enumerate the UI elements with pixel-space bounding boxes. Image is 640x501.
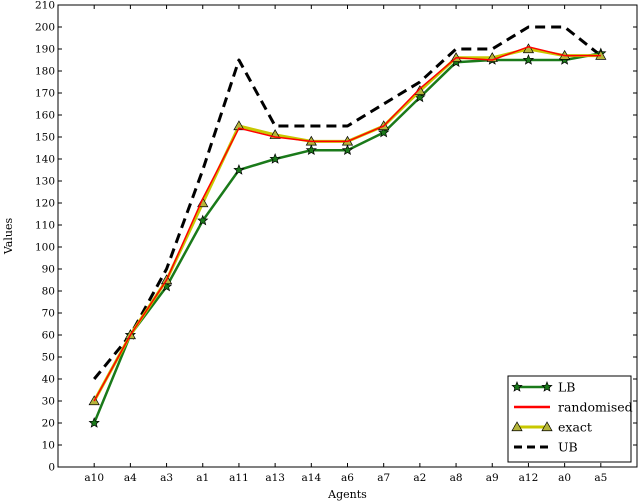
x-tick-label: a13 [265, 472, 285, 484]
data-point [522, 54, 535, 65]
x-tick-label: a8 [450, 472, 463, 484]
x-axis-label: Agents [327, 488, 367, 501]
series-line-LB [93, 52, 602, 424]
x-tick-label: a9 [486, 472, 499, 484]
series-exact [88, 43, 607, 406]
y-tick-label: 30 [42, 396, 55, 408]
legend-label: LB [558, 380, 576, 395]
legend: LB randomised exact UB [507, 375, 633, 463]
x-tick-label: a12 [519, 472, 539, 484]
x-tick-label: a6 [341, 472, 354, 484]
legend-marker [511, 381, 523, 392]
y-axis-label: Values [2, 218, 15, 256]
y-tick-label: 110 [35, 220, 55, 232]
x-tick-label: a14 [302, 472, 322, 484]
y-tick-label: 200 [35, 22, 55, 34]
series-line-randomised [93, 46, 601, 402]
x-tick-label: a3 [160, 472, 173, 484]
legend-label: randomised [558, 400, 633, 415]
series-line-exact [92, 47, 601, 402]
y-tick-label: 140 [35, 154, 55, 166]
x-tick-label: a0 [558, 472, 571, 484]
data-point [197, 214, 209, 226]
data-point [341, 144, 354, 156]
x-tick-label: a7 [377, 472, 390, 484]
y-tick-label: 180 [35, 66, 55, 78]
legend-label: exact [558, 420, 592, 435]
legend-marker [541, 381, 553, 392]
y-tick-label: 0 [48, 462, 55, 474]
y-tick-label: 160 [35, 110, 55, 122]
x-tick-label: a4 [124, 472, 137, 484]
legend-marker [541, 421, 553, 432]
y-tick-label: 190 [35, 44, 55, 56]
x-tick-label: a2 [413, 472, 426, 484]
series-UB [93, 25, 602, 380]
data-point [88, 417, 100, 428]
x-tick-label: a10 [84, 472, 104, 484]
y-tick-label: 70 [42, 308, 55, 320]
y-tick-label: 150 [35, 132, 55, 144]
plot-area [88, 25, 607, 428]
legend-item-LB: LB [511, 380, 576, 395]
legend-item-exact: exact [511, 420, 592, 435]
axes: 0 10 20 30 40 50 60 70 80 90 100 110 120 130 140 150 160… [35, 0, 637, 484]
data-point [305, 144, 317, 156]
y-tick-label: 80 [42, 286, 55, 298]
y-tick-label: 10 [42, 440, 55, 452]
x-tick-label: a1 [196, 472, 209, 484]
y-tick-label: 210 [35, 0, 55, 12]
series-randomised [93, 46, 601, 402]
data-point [378, 126, 390, 138]
x-tick-label: a5 [594, 472, 607, 484]
data-point [233, 164, 245, 175]
legend-marker [511, 421, 523, 432]
y-tick-label: 170 [35, 88, 55, 100]
series-LB [88, 47, 607, 428]
legend-label: UB [558, 440, 578, 455]
legend-item-randomised: randomised [514, 400, 633, 415]
y-tick-label: 100 [35, 242, 55, 254]
y-tick-label: 130 [35, 176, 55, 188]
y-tick-label: 90 [42, 264, 55, 276]
y-tick-label: 50 [42, 352, 55, 364]
series-line-UB [93, 25, 602, 380]
x-tick-label: a11 [229, 472, 249, 484]
y-tick-label: 120 [35, 198, 55, 210]
y-tick-label: 20 [42, 418, 55, 430]
y-tick-label: 40 [42, 374, 55, 386]
y-tick-label: 60 [42, 330, 55, 342]
data-point [269, 153, 281, 164]
legend-item-UB: UB [514, 440, 578, 455]
